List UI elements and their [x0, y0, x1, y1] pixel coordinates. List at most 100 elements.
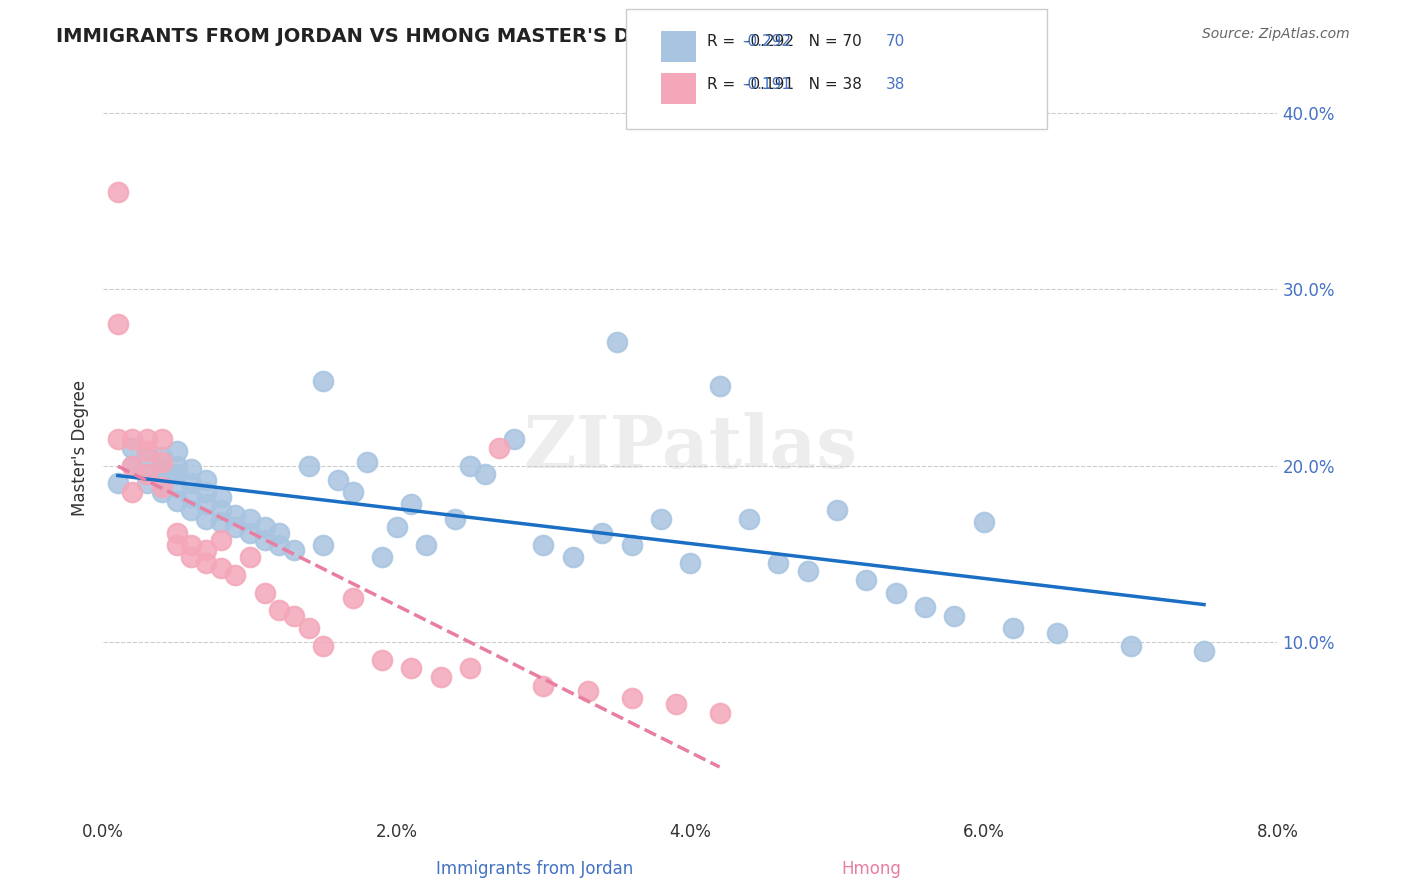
Point — [269, 603, 291, 617]
Point — [429, 670, 451, 684]
Point — [709, 379, 731, 393]
Point — [458, 661, 481, 675]
Point — [166, 525, 188, 540]
Text: 38: 38 — [886, 78, 905, 92]
Point — [209, 533, 232, 547]
Point — [503, 432, 526, 446]
Point — [312, 374, 335, 388]
Point — [136, 467, 159, 482]
Point — [136, 476, 159, 491]
Text: Hmong: Hmong — [842, 860, 901, 878]
Point — [298, 621, 321, 635]
Point — [385, 520, 408, 534]
Point — [312, 538, 335, 552]
Point — [224, 508, 246, 522]
Point — [356, 455, 378, 469]
Point — [166, 480, 188, 494]
Point — [253, 533, 276, 547]
Point — [884, 585, 907, 599]
Point — [136, 450, 159, 464]
Point — [298, 458, 321, 473]
Point — [180, 491, 202, 505]
Point — [650, 511, 672, 525]
Point — [371, 550, 394, 565]
Point — [239, 525, 262, 540]
Point — [180, 502, 202, 516]
Text: ZIPatlas: ZIPatlas — [523, 412, 858, 483]
Point — [166, 467, 188, 482]
Point — [209, 502, 232, 516]
Point — [738, 511, 761, 525]
Point — [401, 497, 423, 511]
Point — [253, 585, 276, 599]
Point — [620, 691, 643, 706]
Point — [458, 458, 481, 473]
Point — [121, 441, 143, 455]
Point — [283, 543, 305, 558]
Point — [576, 684, 599, 698]
Point — [665, 697, 688, 711]
Point — [180, 462, 202, 476]
Point — [107, 432, 129, 446]
Point — [194, 543, 217, 558]
Text: Source: ZipAtlas.com: Source: ZipAtlas.com — [1202, 27, 1350, 41]
Point — [342, 591, 364, 605]
Point — [150, 432, 173, 446]
Point — [121, 458, 143, 473]
Point — [533, 538, 555, 552]
Text: -0.292: -0.292 — [742, 35, 792, 49]
Point — [269, 538, 291, 552]
Point — [253, 520, 276, 534]
Point — [150, 480, 173, 494]
Point — [194, 556, 217, 570]
Point — [180, 550, 202, 565]
Point — [620, 538, 643, 552]
Point — [180, 476, 202, 491]
Point — [166, 444, 188, 458]
Point — [973, 515, 995, 529]
Point — [194, 473, 217, 487]
Point — [269, 525, 291, 540]
Point — [855, 574, 877, 588]
Point — [121, 485, 143, 500]
Point — [283, 608, 305, 623]
Point — [150, 455, 173, 469]
Point — [768, 556, 790, 570]
Point — [209, 515, 232, 529]
Point — [107, 318, 129, 332]
Point — [326, 473, 349, 487]
Point — [606, 335, 628, 350]
Point — [239, 511, 262, 525]
Text: -0.191: -0.191 — [742, 78, 792, 92]
Point — [194, 511, 217, 525]
Point — [796, 565, 818, 579]
Point — [121, 458, 143, 473]
Point — [943, 608, 966, 623]
Point — [444, 511, 467, 525]
Point — [1119, 639, 1142, 653]
Point — [533, 679, 555, 693]
Point — [239, 550, 262, 565]
Point — [342, 485, 364, 500]
Point — [1002, 621, 1025, 635]
Text: Immigrants from Jordan: Immigrants from Jordan — [436, 860, 633, 878]
Point — [121, 432, 143, 446]
Point — [136, 432, 159, 446]
Point — [150, 485, 173, 500]
Text: IMMIGRANTS FROM JORDAN VS HMONG MASTER'S DEGREE CORRELATION CHART: IMMIGRANTS FROM JORDAN VS HMONG MASTER'S… — [56, 27, 942, 45]
Point — [209, 561, 232, 575]
Point — [1046, 626, 1069, 640]
Point — [107, 476, 129, 491]
Point — [401, 661, 423, 675]
Point — [224, 568, 246, 582]
Point — [136, 467, 159, 482]
Text: R =  -0.292   N = 70: R = -0.292 N = 70 — [707, 35, 862, 49]
Point — [914, 599, 936, 614]
Point — [150, 462, 173, 476]
Point — [194, 497, 217, 511]
Point — [561, 550, 583, 565]
Point — [166, 458, 188, 473]
Point — [136, 444, 159, 458]
Point — [166, 538, 188, 552]
Point — [488, 441, 510, 455]
